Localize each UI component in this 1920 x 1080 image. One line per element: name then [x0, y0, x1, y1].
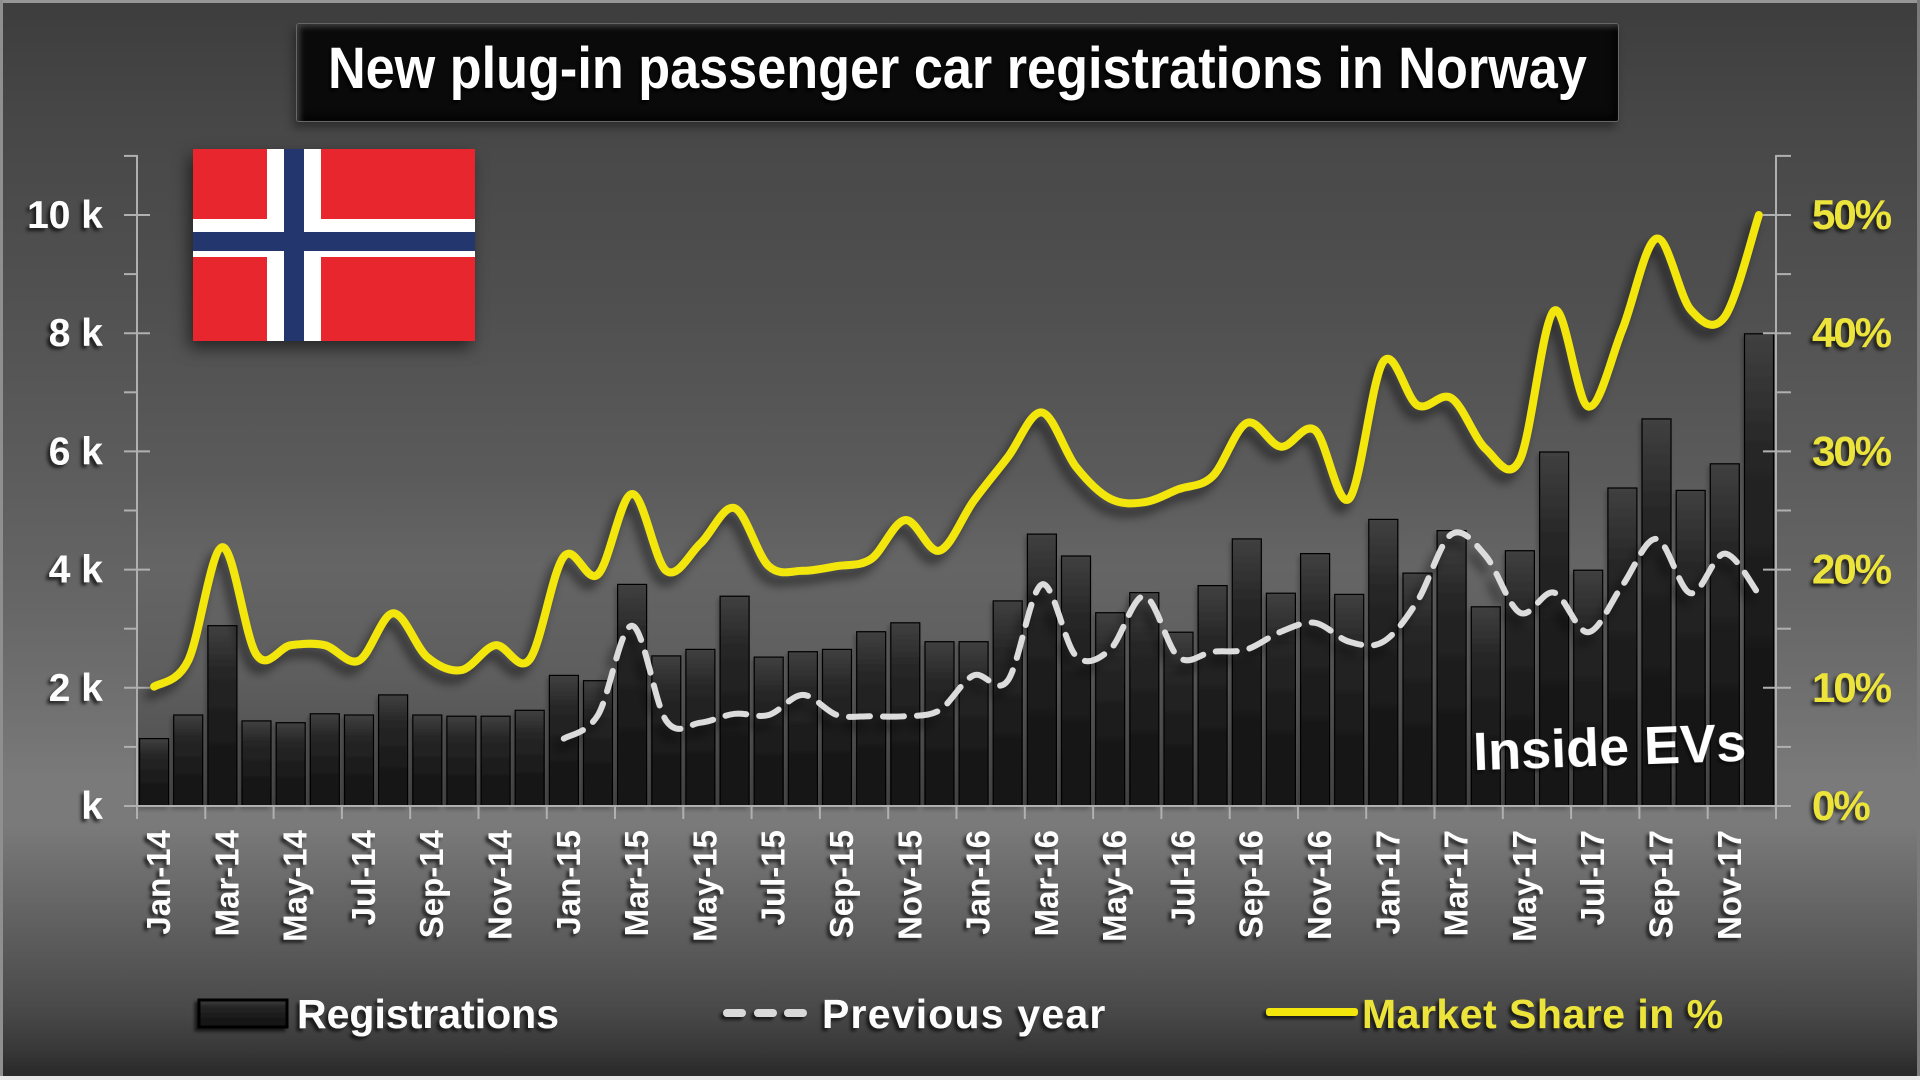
svg-text:Jul-17: Jul-17 [1574, 830, 1611, 925]
svg-text:Mar-17: Mar-17 [1438, 830, 1475, 936]
svg-text:May-15: May-15 [686, 830, 723, 942]
svg-text:50%: 50% [1812, 191, 1892, 238]
svg-text:Jan-14: Jan-14 [140, 829, 177, 934]
svg-text:Mar-14: Mar-14 [208, 829, 245, 936]
svg-text:Registrations: Registrations [297, 991, 559, 1037]
svg-text:2 k: 2 k [49, 667, 104, 710]
svg-text:Mar-15: Mar-15 [618, 830, 655, 936]
svg-text:10 k: 10 k [27, 194, 103, 237]
svg-text:4 k: 4 k [49, 549, 104, 592]
svg-text:Jan-17: Jan-17 [1369, 830, 1406, 935]
svg-text:Jan-16: Jan-16 [960, 830, 997, 935]
svg-text:Sep-16: Sep-16 [1233, 830, 1270, 938]
svg-text:Sep-17: Sep-17 [1643, 830, 1680, 938]
svg-text:30%: 30% [1812, 427, 1892, 474]
svg-text:Nov-17: Nov-17 [1711, 830, 1748, 940]
svg-text:May-17: May-17 [1506, 830, 1543, 942]
svg-text:20%: 20% [1812, 546, 1892, 593]
svg-text:0%: 0% [1812, 782, 1870, 829]
svg-text:Sep-15: Sep-15 [823, 830, 860, 938]
svg-text:Jul-15: Jul-15 [755, 830, 792, 925]
svg-text:Previous year: Previous year [822, 991, 1107, 1037]
svg-text:k: k [81, 785, 103, 828]
svg-text:8 k: 8 k [49, 312, 104, 355]
svg-text:10%: 10% [1812, 664, 1892, 711]
svg-text:Nov-14: Nov-14 [482, 829, 519, 940]
svg-text:Jul-16: Jul-16 [1164, 830, 1201, 925]
svg-text:Jan-15: Jan-15 [550, 830, 587, 935]
svg-text:40%: 40% [1812, 309, 1892, 356]
svg-text:Mar-16: Mar-16 [1028, 830, 1065, 936]
svg-text:Nov-16: Nov-16 [1301, 830, 1338, 940]
svg-text:May-14: May-14 [277, 829, 314, 942]
svg-text:Market Share in %: Market Share in % [1362, 991, 1724, 1037]
svg-text:Nov-15: Nov-15 [891, 830, 928, 940]
svg-text:Sep-14: Sep-14 [413, 829, 450, 938]
svg-text:May-16: May-16 [1096, 830, 1133, 942]
svg-text:6 k: 6 k [49, 430, 104, 473]
svg-text:Jul-14: Jul-14 [345, 829, 382, 925]
